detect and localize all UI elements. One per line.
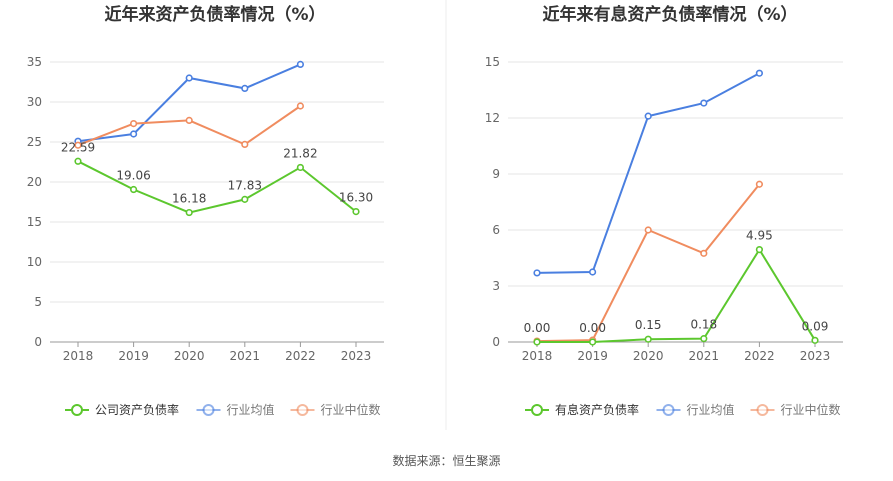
- y-tick-label: 9: [492, 167, 500, 181]
- legend-marker: [531, 404, 543, 416]
- y-tick-label: 10: [27, 255, 42, 269]
- x-tick-label: 2022: [285, 349, 316, 363]
- legend-marker: [202, 404, 215, 416]
- data-point: [700, 335, 708, 343]
- data-point: [130, 119, 138, 128]
- y-tick-label: 0: [492, 335, 500, 349]
- data-label: 0.18: [690, 318, 717, 332]
- y-tick-label: 5: [34, 295, 42, 309]
- data-point: [185, 74, 193, 82]
- data-label: 21.82: [283, 146, 317, 160]
- source-note: 数据来源：恒生聚源: [392, 454, 501, 468]
- legend-marker: [756, 404, 769, 416]
- series-line: [536, 72, 760, 274]
- data-point: [588, 338, 597, 346]
- legend-marker: [662, 404, 675, 416]
- y-tick-label: 15: [485, 55, 500, 69]
- legend-label: 行业中位数: [781, 402, 841, 417]
- x-tick-label: 2018: [522, 349, 553, 363]
- x-tick-label: 2019: [577, 349, 608, 363]
- x-tick-label: 2023: [800, 349, 831, 363]
- data-point: [588, 268, 597, 276]
- data-point: [296, 60, 305, 69]
- data-label: 0.15: [635, 318, 662, 332]
- legend-label: 行业均值: [227, 402, 275, 417]
- y-tick-label: 15: [27, 215, 42, 229]
- data-point: [700, 249, 708, 257]
- data-point: [74, 141, 82, 149]
- legend-label: 有息资产负债率: [555, 402, 639, 417]
- data-point: [130, 185, 138, 194]
- y-tick-label: 30: [27, 95, 42, 109]
- chart-debt-ratio: 近年来资产负债率情况（%） 0 5 10 15 20 25 30 35 2018 2019 2020 2…: [27, 4, 384, 417]
- legend-marker: [71, 404, 83, 416]
- data-point: [755, 180, 764, 188]
- legend-label: 行业中位数: [321, 402, 381, 417]
- data-point: [352, 208, 360, 216]
- data-point: [74, 157, 82, 165]
- x-tick-label: 2021: [230, 349, 261, 363]
- x-tick-label: 2023: [341, 349, 372, 363]
- data-point: [700, 99, 708, 107]
- data-label: 0.00: [579, 321, 606, 335]
- series-line: [537, 247, 816, 343]
- y-tick-label: 35: [27, 55, 42, 69]
- legend-label: 公司资产负债率: [95, 402, 179, 417]
- data-label: 0.00: [524, 321, 551, 335]
- x-tick-label: 2019: [118, 349, 149, 363]
- data-point: [241, 84, 249, 92]
- y-tick-label: 0: [34, 335, 42, 349]
- legend-label: 行业均值: [687, 402, 735, 417]
- data-label: 19.06: [116, 169, 150, 183]
- series-line: [77, 105, 301, 147]
- data-point: [811, 336, 819, 344]
- data-point: [533, 269, 541, 277]
- y-tick-label: 25: [27, 135, 42, 149]
- data-point: [185, 116, 193, 124]
- series-line: [77, 160, 357, 214]
- data-label: 16.18: [172, 192, 206, 206]
- x-tick-label: 2021: [689, 349, 720, 363]
- data-label: 22.59: [61, 140, 95, 154]
- data-point: [755, 246, 764, 254]
- data-point: [533, 338, 541, 346]
- chart-title: 近年来有息资产负债率情况（%）: [542, 4, 797, 25]
- data-label: 16.30: [339, 191, 373, 205]
- y-tick-label: 6: [492, 223, 500, 237]
- data-label: 17.83: [228, 178, 262, 192]
- legend-marker: [296, 404, 309, 416]
- data-point: [185, 208, 193, 217]
- x-tick-label: 2022: [744, 349, 775, 363]
- data-point: [241, 195, 249, 203]
- data-point: [241, 140, 249, 148]
- y-tick-label: 3: [492, 279, 500, 293]
- data-label: 4.95: [746, 229, 773, 243]
- chart-title: 近年来资产负债率情况（%）: [104, 4, 325, 25]
- data-point: [296, 102, 305, 110]
- data-point: [755, 69, 764, 77]
- x-tick-label: 2018: [63, 349, 94, 363]
- data-label: 0.09: [802, 319, 829, 333]
- y-tick-label: 12: [485, 111, 500, 125]
- x-tick-label: 2020: [633, 349, 664, 363]
- data-point: [644, 226, 652, 234]
- chart-interest-debt-ratio: 近年来有息资产负债率情况（%） 0 3 6 9 12 15 2018 2019 2020 2021 2…: [485, 4, 843, 417]
- x-tick-label: 2020: [174, 349, 205, 363]
- data-point: [296, 163, 305, 172]
- data-point: [644, 112, 652, 120]
- y-tick-label: 20: [27, 175, 42, 189]
- data-point: [130, 130, 138, 138]
- data-point: [644, 335, 652, 343]
